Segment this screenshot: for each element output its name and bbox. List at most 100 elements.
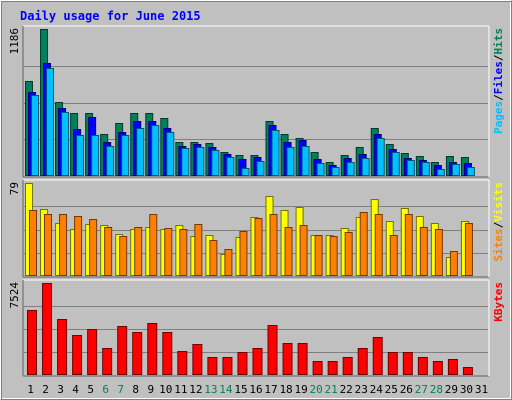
bar-sites-day-29 bbox=[449, 251, 458, 276]
bar-pages-day-24 bbox=[376, 138, 385, 176]
bar-kbytes-day-4 bbox=[72, 335, 83, 375]
x-tick-label-day-25: 25 bbox=[385, 383, 398, 396]
bar-kbytes-day-7 bbox=[117, 326, 128, 375]
bar-kbytes-day-16 bbox=[252, 348, 263, 375]
bar-sites-day-8 bbox=[134, 227, 143, 276]
bar-sites-day-5 bbox=[89, 219, 98, 276]
bar-sites-day-1 bbox=[29, 210, 37, 276]
bar-sites-day-2 bbox=[44, 214, 53, 276]
bar-pages-day-16 bbox=[256, 161, 265, 176]
x-tick-label-day-8: 8 bbox=[132, 383, 139, 396]
x-tick-label-day-16: 16 bbox=[249, 383, 262, 396]
bar-sites-day-20 bbox=[314, 235, 323, 276]
bar-pages-day-20 bbox=[316, 163, 325, 176]
bar-pages-day-25 bbox=[391, 152, 400, 176]
bar-pages-day-19 bbox=[301, 146, 310, 176]
bar-kbytes-day-20 bbox=[312, 361, 323, 375]
bar-kbytes-day-27 bbox=[417, 357, 428, 375]
x-tick-label-day-31: 31 bbox=[475, 383, 488, 396]
panel-hits-files-pages: 1186 Pages/Files/Hits bbox=[8, 25, 505, 178]
bar-kbytes-day-30 bbox=[462, 367, 473, 375]
bar-kbytes-day-15 bbox=[237, 352, 248, 375]
bar-pages-day-18 bbox=[286, 147, 295, 176]
x-tick-label-day-13: 13 bbox=[204, 383, 217, 396]
legend-entry: / bbox=[492, 54, 505, 61]
legend-hits-files-pages: Pages/Files/Hits bbox=[492, 28, 505, 134]
x-tick-label-day-29: 29 bbox=[445, 383, 458, 396]
x-tick-label-day-24: 24 bbox=[370, 383, 384, 396]
chart-panels: 1186 Pages/Files/Hits 79 Sites/Visits 7524 KB… bbox=[8, 25, 505, 377]
x-tick-label-day-11: 11 bbox=[174, 383, 187, 396]
bar-kbytes-day-6 bbox=[102, 348, 113, 375]
x-tick-label-day-17: 17 bbox=[264, 383, 277, 396]
bar-sites-day-17 bbox=[269, 214, 278, 276]
bar-pages-day-13 bbox=[211, 150, 220, 176]
bar-kbytes-day-12 bbox=[192, 344, 203, 375]
bar-sites-day-14 bbox=[224, 249, 233, 276]
bar-sites-day-13 bbox=[209, 240, 218, 276]
x-tick-label-day-26: 26 bbox=[400, 383, 413, 396]
bar-pages-day-4 bbox=[76, 135, 85, 176]
legend-entry: Sites bbox=[492, 228, 505, 261]
x-tick-label-day-18: 18 bbox=[279, 383, 292, 396]
bar-sites-day-6 bbox=[104, 227, 113, 276]
x-tick-label-day-15: 15 bbox=[234, 383, 247, 396]
bar-kbytes-day-10 bbox=[162, 332, 173, 375]
bar-kbytes-day-1 bbox=[27, 310, 37, 375]
bar-pages-day-8 bbox=[136, 128, 145, 176]
x-tick-label-day-12: 12 bbox=[189, 383, 202, 396]
bar-sites-day-18 bbox=[284, 227, 293, 276]
x-axis-tick-labels: 1 2 3 4 5 6 7 8 9 10 11 12 13 14 15 16 17 18 19 20 21 22 23 24 2… bbox=[27, 383, 488, 396]
bar-pages-day-11 bbox=[181, 148, 190, 176]
bar-sites-day-10 bbox=[164, 228, 173, 276]
bar-kbytes-day-21 bbox=[327, 361, 338, 375]
x-tick-label-day-21: 21 bbox=[325, 383, 338, 396]
x-tick-label-day-20: 20 bbox=[310, 383, 323, 396]
x-tick-label-day-14: 14 bbox=[219, 383, 233, 396]
bar-sites-day-22 bbox=[344, 232, 353, 276]
bar-kbytes-day-22 bbox=[342, 357, 353, 375]
bar-pages-day-3 bbox=[61, 112, 70, 176]
bar-pages-day-22 bbox=[346, 162, 355, 176]
legend-entry: Files bbox=[492, 61, 505, 94]
bar-sites-day-4 bbox=[74, 216, 83, 276]
bar-pages-day-26 bbox=[406, 160, 415, 176]
x-tick-label-day-3: 3 bbox=[57, 383, 64, 396]
bar-pages-day-28 bbox=[436, 169, 445, 176]
bar-kbytes-day-11 bbox=[177, 351, 188, 375]
bar-pages-day-15 bbox=[241, 168, 250, 176]
bar-sites-day-30 bbox=[464, 223, 473, 276]
bar-pages-day-6 bbox=[106, 146, 115, 176]
x-tick-label-day-9: 9 bbox=[147, 383, 154, 396]
y-max-label-hits-files-pages: 1186 bbox=[8, 28, 21, 55]
panel-kbytes: 7524 KBytes bbox=[8, 279, 505, 377]
x-tick-label-day-19: 19 bbox=[294, 383, 307, 396]
bar-kbytes-day-17 bbox=[267, 325, 278, 375]
panel-visits-sites: 79 Sites/Visits bbox=[8, 179, 505, 278]
x-tick-label-day-28: 28 bbox=[430, 383, 443, 396]
x-tick-label-day-5: 5 bbox=[87, 383, 94, 396]
bar-sites-day-11 bbox=[179, 229, 188, 276]
bar-pages-day-1 bbox=[31, 95, 39, 176]
x-tick-label-day-1: 1 bbox=[27, 383, 34, 396]
bar-kbytes-day-13 bbox=[207, 357, 218, 375]
bar-kbytes-day-8 bbox=[132, 332, 143, 375]
bar-pages-day-21 bbox=[331, 167, 340, 176]
bar-kbytes-day-9 bbox=[147, 323, 158, 375]
bar-pages-day-12 bbox=[196, 147, 205, 176]
legend-visits-sites: Sites/Visits bbox=[492, 182, 505, 262]
x-tick-label-day-6: 6 bbox=[102, 383, 109, 396]
y-max-label-visits-sites: 79 bbox=[8, 182, 21, 195]
bar-kbytes-day-3 bbox=[57, 319, 68, 375]
bar-kbytes-day-24 bbox=[372, 337, 383, 375]
bar-kbytes-day-2 bbox=[42, 283, 53, 375]
x-tick-label-day-2: 2 bbox=[42, 383, 49, 396]
bar-pages-day-17 bbox=[271, 130, 280, 176]
bar-kbytes-day-28 bbox=[432, 361, 443, 375]
bar-sites-day-15 bbox=[239, 231, 248, 276]
bar-kbytes-day-29 bbox=[447, 359, 458, 375]
bar-sites-day-12 bbox=[194, 224, 203, 276]
bar-sites-day-24 bbox=[374, 214, 383, 276]
